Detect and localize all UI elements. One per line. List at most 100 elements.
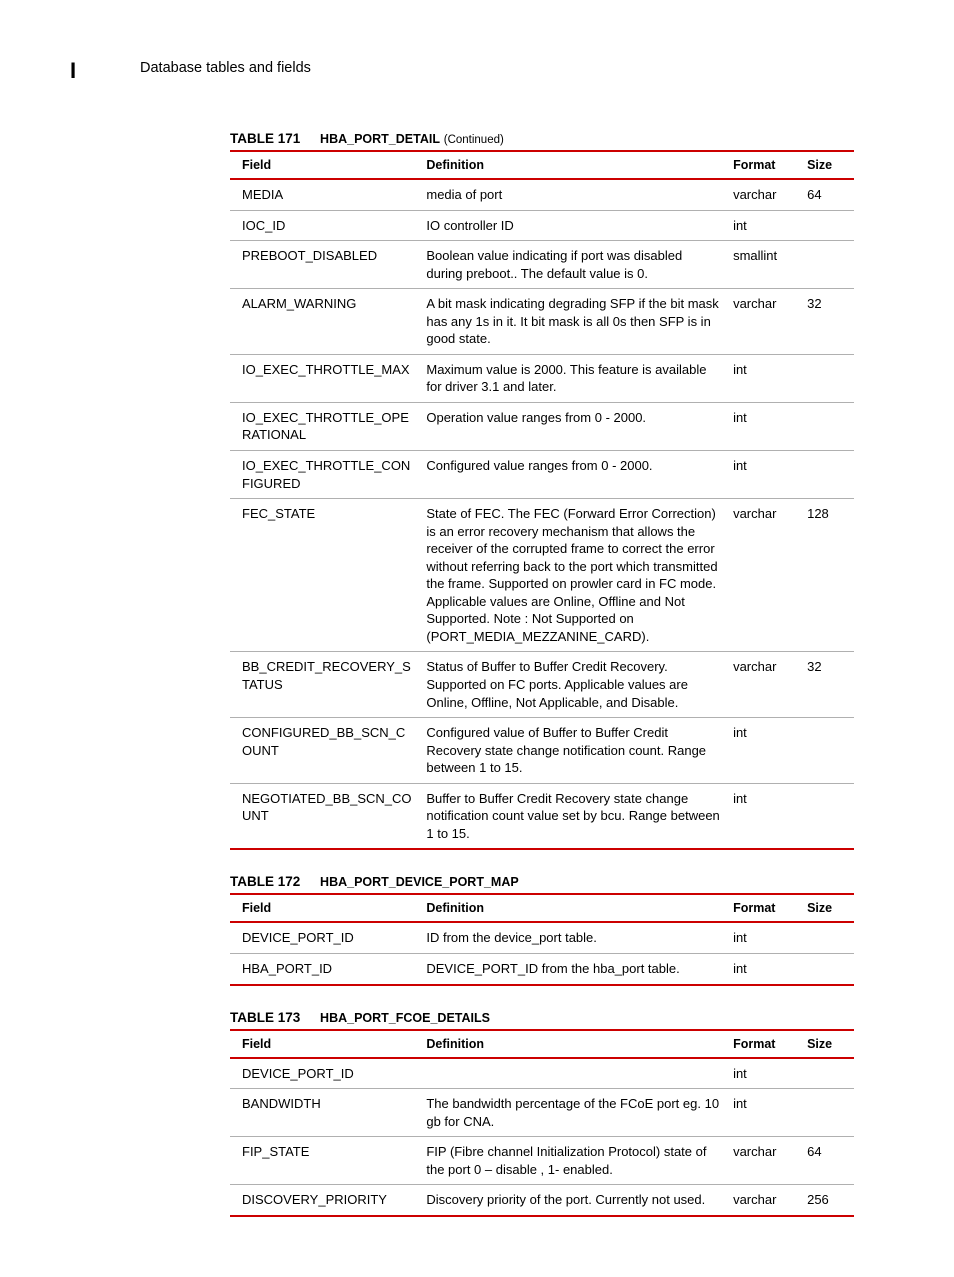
cell-format: int [727,451,801,499]
col-header-field: Field [230,1030,420,1058]
cell-format: varchar [727,652,801,718]
cell-format: int [727,783,801,849]
cell-format: int [727,402,801,450]
table-row: IOC_IDIO controller IDint [230,210,854,241]
table-row: CONFIGURED_BB_SCN_COUNTConfigured value … [230,718,854,784]
cell-format: varchar [727,499,801,652]
cell-size [801,783,854,849]
table-row: NEGOTIATED_BB_SCN_COUNTBuffer to Buffer … [230,783,854,849]
table-row: DEVICE_PORT_ID int [230,1058,854,1089]
table-header-row: Field Definition Format Size [230,151,854,179]
cell-field: FIP_STATE [230,1137,420,1185]
table-hba-port-detail: Field Definition Format Size MEDIAmedia … [230,150,854,850]
cell-size [801,210,854,241]
cell-size [801,451,854,499]
cell-definition: FIP (Fibre channel Initialization Protoc… [420,1137,727,1185]
cell-definition: Boolean value indicating if port was dis… [420,241,727,289]
page: I Database tables and fields TABLE 171 H… [0,0,954,1277]
cell-definition: The bandwidth percentage of the FCoE por… [420,1089,727,1137]
cell-size [801,718,854,784]
table-row: DISCOVERY_PRIORITYDiscovery priority of … [230,1185,854,1216]
cell-definition: Operation value ranges from 0 - 2000. [420,402,727,450]
cell-field: FEC_STATE [230,499,420,652]
cell-size: 64 [801,179,854,210]
section-letter: I [70,58,76,84]
col-header-definition: Definition [420,1030,727,1058]
cell-format: int [727,1058,801,1089]
cell-field: CONFIGURED_BB_SCN_COUNT [230,718,420,784]
table-row: IO_EXEC_THROTTLE_MAXMaximum value is 200… [230,354,854,402]
cell-size: 64 [801,1137,854,1185]
cell-field: NEGOTIATED_BB_SCN_COUNT [230,783,420,849]
cell-field: DEVICE_PORT_ID [230,922,420,953]
table-number: TABLE 172 [230,874,300,889]
table-number: TABLE 173 [230,1010,300,1025]
table-row: IO_EXEC_THROTTLE_OPERATIONALOperation va… [230,402,854,450]
cell-field: IOC_ID [230,210,420,241]
col-header-size: Size [801,1030,854,1058]
cell-format: int [727,922,801,953]
col-header-format: Format [727,894,801,922]
col-header-format: Format [727,151,801,179]
table-name: HBA_PORT_DETAIL [320,132,440,146]
table-body: DEVICE_PORT_IDID from the device_port ta… [230,922,854,984]
table-header-row: Field Definition Format Size [230,894,854,922]
table-caption: TABLE 173 HBA_PORT_FCOE_DETAILS [230,1010,854,1025]
cell-format: varchar [727,1185,801,1216]
table-row: PREBOOT_DISABLEDBoolean value indicating… [230,241,854,289]
cell-field: PREBOOT_DISABLED [230,241,420,289]
cell-size [801,1089,854,1137]
cell-definition: Discovery priority of the port. Currentl… [420,1185,727,1216]
cell-definition: IO controller ID [420,210,727,241]
col-header-size: Size [801,894,854,922]
cell-definition: Configured value ranges from 0 - 2000. [420,451,727,499]
col-header-format: Format [727,1030,801,1058]
table-row: MEDIAmedia of portvarchar64 [230,179,854,210]
cell-size [801,241,854,289]
cell-size [801,402,854,450]
table-caption: TABLE 171 HBA_PORT_DETAIL (Continued) [230,131,854,146]
col-header-size: Size [801,151,854,179]
table-hba-port-fcoe-details: Field Definition Format Size DEVICE_PORT… [230,1029,854,1217]
table-row: HBA_PORT_IDDEVICE_PORT_ID from the hba_p… [230,953,854,984]
cell-field: BB_CREDIT_RECOVERY_STATUS [230,652,420,718]
table-hba-port-device-port-map: Field Definition Format Size DEVICE_PORT… [230,893,854,985]
cell-definition [420,1058,727,1089]
col-header-field: Field [230,894,420,922]
cell-definition: DEVICE_PORT_ID from the hba_port table. [420,953,727,984]
table-row: BANDWIDTHThe bandwidth percentage of the… [230,1089,854,1137]
cell-size: 32 [801,652,854,718]
cell-field: DEVICE_PORT_ID [230,1058,420,1089]
table-row: FEC_STATEState of FEC. The FEC (Forward … [230,499,854,652]
cell-format: varchar [727,179,801,210]
cell-format: int [727,354,801,402]
cell-size: 128 [801,499,854,652]
cell-size: 32 [801,289,854,355]
cell-format: varchar [727,1137,801,1185]
cell-format: int [727,210,801,241]
cell-definition: Maximum value is 2000. This feature is a… [420,354,727,402]
cell-size [801,953,854,984]
table-name: HBA_PORT_DEVICE_PORT_MAP [320,875,519,889]
cell-format: int [727,953,801,984]
cell-field: DISCOVERY_PRIORITY [230,1185,420,1216]
cell-definition: A bit mask indicating degrading SFP if t… [420,289,727,355]
cell-definition: Configured value of Buffer to Buffer Cre… [420,718,727,784]
cell-field: IO_EXEC_THROTTLE_OPERATIONAL [230,402,420,450]
cell-format: smallint [727,241,801,289]
cell-size: 256 [801,1185,854,1216]
cell-definition: State of FEC. The FEC (Forward Error Cor… [420,499,727,652]
table-name: HBA_PORT_FCOE_DETAILS [320,1011,490,1025]
table-row: ALARM_WARNINGA bit mask indicating degra… [230,289,854,355]
cell-field: IO_EXEC_THROTTLE_MAX [230,354,420,402]
table-continued: (Continued) [444,134,504,146]
cell-size [801,354,854,402]
cell-size [801,922,854,953]
cell-field: ALARM_WARNING [230,289,420,355]
cell-format: int [727,718,801,784]
cell-format: varchar [727,289,801,355]
cell-size [801,1058,854,1089]
col-header-definition: Definition [420,151,727,179]
cell-field: BANDWIDTH [230,1089,420,1137]
table-row: FIP_STATEFIP (Fibre channel Initializati… [230,1137,854,1185]
